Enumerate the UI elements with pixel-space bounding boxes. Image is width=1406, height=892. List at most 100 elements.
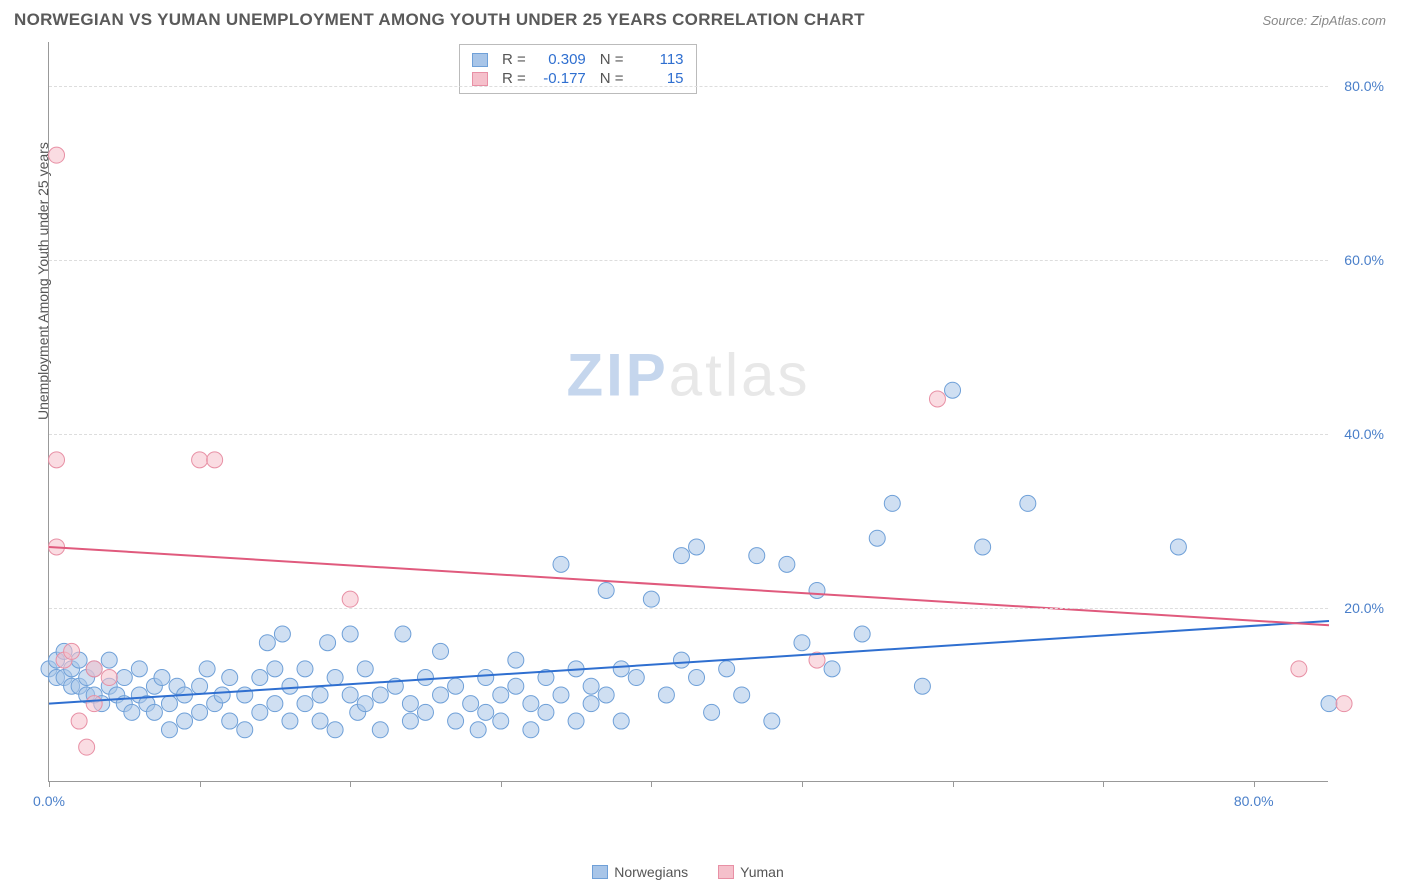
- scatter-point: [433, 687, 449, 703]
- legend-item: Norwegians: [592, 864, 688, 880]
- x-tick: [49, 781, 50, 787]
- scatter-point: [583, 696, 599, 712]
- scatter-point: [327, 722, 343, 738]
- stats-row: R =0.309N =113: [472, 51, 684, 68]
- source-attribution: Source: ZipAtlas.com: [1262, 13, 1386, 28]
- scatter-point: [124, 704, 140, 720]
- scatter-point: [161, 722, 177, 738]
- scatter-point: [252, 704, 268, 720]
- scatter-point: [1020, 495, 1036, 511]
- scatter-point: [101, 652, 117, 668]
- scatter-point: [116, 670, 132, 686]
- scatter-point: [478, 670, 494, 686]
- scatter-point: [673, 548, 689, 564]
- scatter-point: [146, 704, 162, 720]
- scatter-point: [342, 591, 358, 607]
- scatter-point: [282, 713, 298, 729]
- scatter-point: [854, 626, 870, 642]
- x-tick-label: 0.0%: [33, 793, 65, 809]
- gridline: [49, 86, 1328, 87]
- n-label: N =: [600, 51, 624, 68]
- scatter-point: [214, 687, 230, 703]
- scatter-point: [448, 713, 464, 729]
- scatter-point: [192, 678, 208, 694]
- scatter-point: [749, 548, 765, 564]
- n-value: 15: [634, 70, 684, 87]
- scatter-point: [320, 635, 336, 651]
- r-value: 0.309: [536, 51, 586, 68]
- chart-container: Unemployment Among Youth under 25 years …: [48, 42, 1358, 822]
- scatter-point: [598, 582, 614, 598]
- scatter-point: [402, 696, 418, 712]
- y-tick-label: 20.0%: [1344, 600, 1384, 616]
- scatter-point: [523, 722, 539, 738]
- x-tick: [651, 781, 652, 787]
- scatter-point: [372, 722, 388, 738]
- scatter-point: [161, 696, 177, 712]
- series-swatch: [472, 53, 488, 67]
- scatter-point: [199, 661, 215, 677]
- scatter-point: [402, 713, 418, 729]
- scatter-point: [508, 652, 524, 668]
- scatter-point: [312, 687, 328, 703]
- scatter-point: [131, 661, 147, 677]
- x-tick: [350, 781, 351, 787]
- scatter-point: [237, 687, 253, 703]
- x-tick: [200, 781, 201, 787]
- scatter-point: [433, 643, 449, 659]
- scatter-point: [222, 670, 238, 686]
- scatter-point: [448, 678, 464, 694]
- scatter-point: [553, 687, 569, 703]
- scatter-point: [689, 670, 705, 686]
- scatter-point: [64, 643, 80, 659]
- scatter-point: [824, 661, 840, 677]
- scatter-point: [493, 687, 509, 703]
- y-tick-label: 40.0%: [1344, 426, 1384, 442]
- scatter-point: [508, 678, 524, 694]
- x-tick: [1254, 781, 1255, 787]
- scatter-point: [297, 661, 313, 677]
- scatter-point: [267, 661, 283, 677]
- scatter-point: [884, 495, 900, 511]
- scatter-point: [478, 704, 494, 720]
- scatter-point: [704, 704, 720, 720]
- r-value: -0.177: [536, 70, 586, 87]
- scatter-point: [154, 670, 170, 686]
- scatter-point: [86, 696, 102, 712]
- scatter-point: [101, 670, 117, 686]
- bottom-legend: Norwegians Yuman: [48, 864, 1328, 880]
- scatter-point: [1291, 661, 1307, 677]
- gridline: [49, 608, 1328, 609]
- scatter-point: [598, 687, 614, 703]
- scatter-point: [538, 704, 554, 720]
- scatter-point: [222, 713, 238, 729]
- scatter-point: [297, 696, 313, 712]
- scatter-point: [1170, 539, 1186, 555]
- x-tick: [1103, 781, 1104, 787]
- scatter-point: [945, 382, 961, 398]
- x-tick: [802, 781, 803, 787]
- scatter-point: [643, 591, 659, 607]
- scatter-point: [734, 687, 750, 703]
- scatter-point: [259, 635, 275, 651]
- scatter-point: [267, 696, 283, 712]
- r-label: R =: [502, 70, 526, 87]
- legend-label: Yuman: [740, 864, 784, 880]
- scatter-point: [192, 452, 208, 468]
- scatter-point: [523, 696, 539, 712]
- scatter-point: [869, 530, 885, 546]
- scatter-point: [1336, 696, 1352, 712]
- stats-row: R = -0.177 N = 15: [472, 70, 684, 87]
- scatter-point: [809, 582, 825, 598]
- plot-area: ZIPatlas R =0.309N =113R =-0.177N =15 20…: [48, 42, 1328, 782]
- scatter-point: [673, 652, 689, 668]
- scatter-point: [327, 670, 343, 686]
- series-swatch: [472, 72, 488, 86]
- scatter-point: [470, 722, 486, 738]
- scatter-point: [237, 722, 253, 738]
- legend-item: Yuman: [718, 864, 784, 880]
- scatter-point: [357, 661, 373, 677]
- chart-title: NORWEGIAN VS YUMAN UNEMPLOYMENT AMONG YO…: [14, 10, 865, 30]
- n-label: N =: [600, 70, 624, 87]
- scatter-point: [568, 713, 584, 729]
